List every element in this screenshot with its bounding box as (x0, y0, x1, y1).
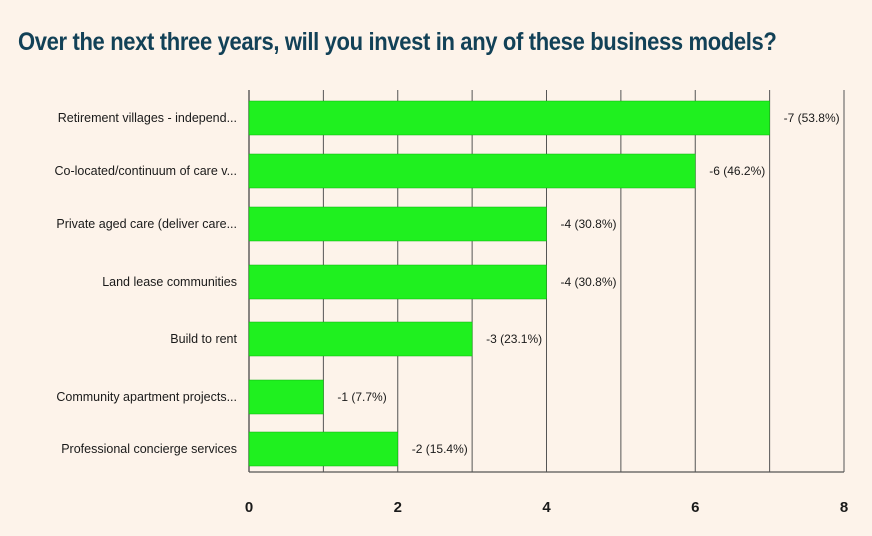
category-label: Retirement villages - independ... (58, 111, 237, 125)
category-label: Co-located/continuum of care v... (55, 164, 238, 178)
bars (248, 100, 770, 467)
bar (248, 264, 547, 300)
x-tick-label: 0 (245, 499, 253, 516)
category-label: Private aged care (deliver care... (56, 217, 237, 231)
category-label: Build to rent (170, 332, 237, 346)
chart-title: Over the next three years, will you inve… (18, 28, 777, 56)
bar (248, 379, 324, 415)
x-tick-label: 6 (691, 499, 699, 516)
labels: Retirement villages - independ... -7 (53.… (55, 111, 840, 456)
x-tick-label: 2 (394, 499, 402, 516)
data-label: -3 (23.1%) (486, 332, 542, 346)
bar (248, 431, 398, 467)
category-label: Professional concierge services (61, 442, 237, 456)
data-label: -4 (30.8%) (561, 217, 617, 231)
data-label: -6 (46.2%) (709, 164, 765, 178)
x-tick-label: 4 (542, 499, 551, 516)
bar (248, 206, 547, 242)
x-axis: 0 2 4 6 8 (245, 499, 848, 516)
x-tick-label: 8 (840, 499, 848, 516)
category-label: Community apartment projects... (56, 390, 237, 404)
data-label: -2 (15.4%) (412, 442, 468, 456)
category-label: Land lease communities (102, 275, 237, 289)
data-label: -4 (30.8%) (561, 275, 617, 289)
bar (248, 100, 770, 136)
data-label: -1 (7.7%) (337, 390, 386, 404)
data-label: -7 (53.8%) (784, 111, 840, 125)
bar (248, 153, 696, 189)
bar (248, 321, 473, 357)
